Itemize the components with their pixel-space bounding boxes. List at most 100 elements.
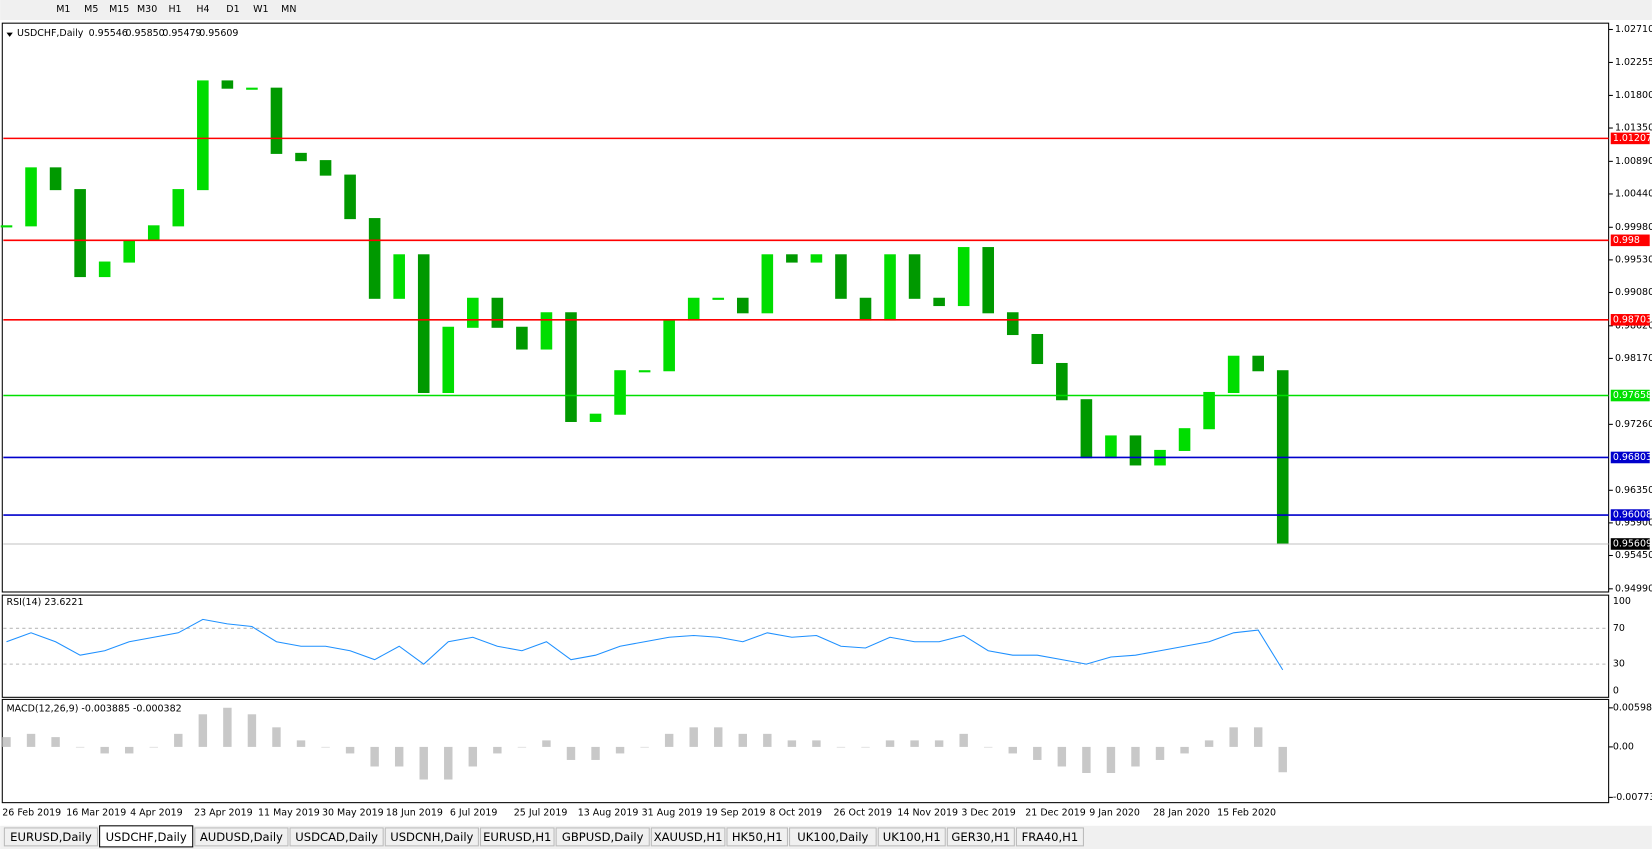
tab-label[interactable]: GER30,H1 [951,830,1010,844]
macd-bar [812,740,821,747]
candle [835,254,847,299]
tab[interactable] [789,827,877,847]
level-label: 0.97658 [1613,390,1652,401]
candle [417,254,430,394]
candle [246,87,258,90]
date-label: 28 Jan 2020 [1153,808,1210,819]
tab[interactable] [650,827,726,847]
macd-bar [1008,746,1017,754]
candle [0,225,13,228]
macd-bar [1106,746,1116,774]
candle [197,80,209,191]
price-panel [1,22,1610,593]
candle [712,297,725,300]
tab[interactable] [555,827,650,847]
tab-label[interactable]: XAUUSD,H1 [654,830,723,844]
macd-bar [542,740,551,747]
rsi-header: RSI(14) 23.6221 [6,597,83,608]
tab[interactable] [1015,827,1084,847]
candle [491,297,504,328]
macd-tick-label: -0.007737 [1613,792,1652,803]
tab[interactable] [479,827,555,847]
candle [565,312,577,422]
tab-label[interactable]: HK50,H1 [732,830,783,844]
collapse-icon[interactable] [6,32,13,37]
date-label: 31 Aug 2019 [642,808,703,819]
level-label-box [1610,509,1650,521]
timeframe-button[interactable]: D1 [226,4,239,15]
timeframe-button[interactable]: W1 [253,4,268,15]
candle [859,297,872,321]
price-tick-label: 1.00890 [1615,156,1652,167]
candle [98,261,111,278]
chart-window [0,20,1652,826]
macd-bar [75,746,85,748]
level-label: 0.998 [1613,235,1640,246]
macd-bar [885,740,895,747]
macd-bar [689,727,698,747]
ohlc-value: 0.95479 [162,28,201,39]
candle [687,297,700,321]
rsi-tick-label: 0 [1613,685,1619,696]
tab-label[interactable]: AUDUSD,Daily [200,830,283,844]
macd-bar [566,746,576,760]
candle [810,254,823,263]
tab-label[interactable]: USDCAD,Daily [295,830,378,844]
macd-bar [1204,740,1214,747]
timeframe-button[interactable]: MN [281,4,296,15]
candle [270,87,283,154]
tab-label[interactable]: UK100,H1 [883,830,941,844]
macd-bar [640,746,649,748]
date-label: 14 Nov 2019 [897,808,958,819]
macd-bar [321,746,330,748]
timeframe-button[interactable]: H1 [168,4,181,15]
macd-bar [174,733,183,747]
tab[interactable] [384,827,479,847]
date-label: 9 Jan 2020 [1089,808,1140,819]
tab-label[interactable]: USDCHF,Daily [106,830,187,844]
macd-bar [738,733,747,747]
tab[interactable] [99,825,194,848]
candle [123,239,136,263]
macd-bar [394,746,404,767]
macd-bar [223,707,232,747]
candle [884,254,896,321]
candle [1227,355,1240,394]
tab[interactable] [289,827,384,847]
macd-bar [2,737,11,747]
timeframe-button[interactable]: H4 [196,4,209,15]
candle [908,254,921,299]
tab-label[interactable]: GBPUSD,Daily [562,830,644,844]
macd-bar [493,746,502,754]
timeframe-button[interactable]: M15 [109,4,129,15]
candle [344,174,356,220]
candle [1031,333,1044,365]
tab[interactable] [946,827,1015,847]
date-label: 3 Dec 2019 [961,808,1015,819]
date-label: 21 Dec 2019 [1025,808,1086,819]
timeframe-button[interactable]: M5 [84,4,98,15]
price-tick-label: 0.95900 [1615,517,1652,528]
level-label-box [1610,234,1650,247]
level-label-box [1610,538,1650,550]
tab-label[interactable]: EURUSD,Daily [10,830,92,844]
tab-label[interactable]: USDCNH,Daily [390,830,473,844]
level-label: 0.96008 [1613,510,1652,521]
date-label: 15 Feb 2020 [1217,808,1276,819]
timeframe-button[interactable]: M1 [56,4,70,15]
level-label: 0.98703 [1613,314,1652,325]
candle [1080,399,1093,459]
timeframe-button[interactable]: M30 [137,4,157,15]
level-label-box [1610,314,1650,326]
macd-bar [345,746,355,754]
candle [147,225,160,241]
candle [1129,435,1142,466]
tab-label[interactable]: UK100,Daily [797,830,868,844]
tab-label[interactable]: FRA40,H1 [1022,830,1079,844]
tab-label[interactable]: EURUSD,H1 [483,830,551,844]
tab[interactable] [726,827,788,847]
tab[interactable] [877,827,946,847]
rsi-tick-label: 30 [1613,659,1625,670]
tab[interactable] [194,827,289,847]
tab[interactable] [3,827,99,847]
